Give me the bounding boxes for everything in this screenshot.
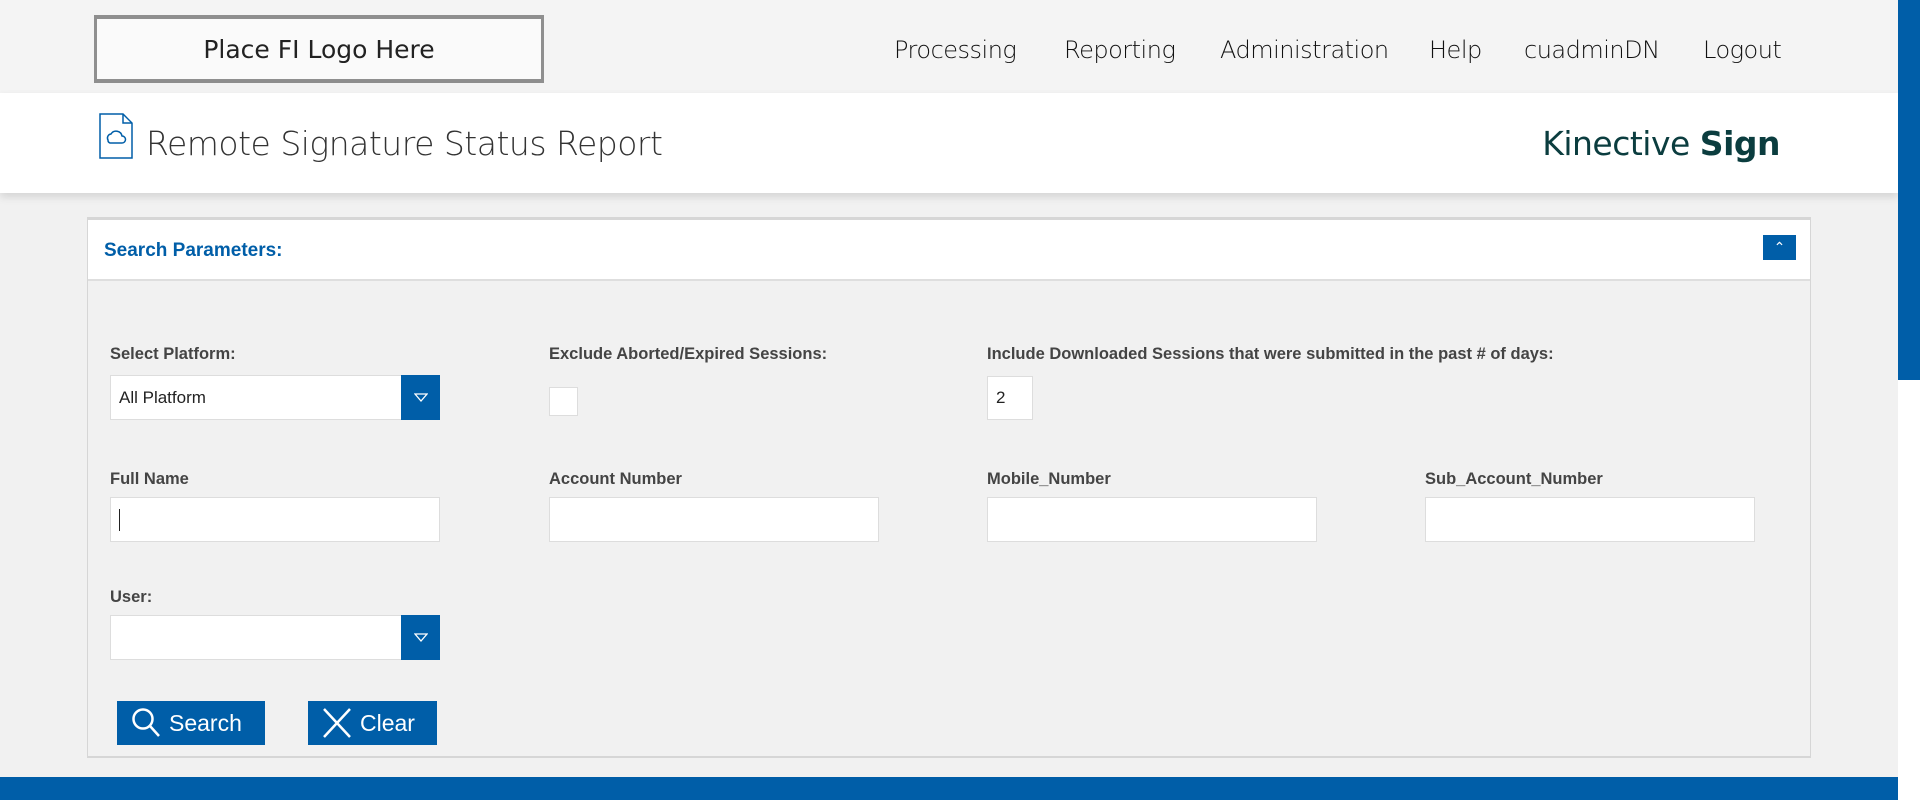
days-input[interactable]: 2	[987, 376, 1033, 420]
platform-label: Select Platform:	[110, 345, 236, 363]
nav-administration[interactable]: Administration	[1220, 36, 1389, 64]
chevron-up-icon: ⌃	[1773, 239, 1786, 255]
collapse-button[interactable]: ⌃	[1763, 235, 1796, 260]
account-number-input[interactable]	[549, 497, 879, 542]
page-header: Remote Signature Status Report Kinective…	[0, 93, 1898, 193]
platform-value: All Platform	[119, 387, 206, 407]
nav-user[interactable]: cuadminDN	[1524, 36, 1660, 64]
exclude-label: Exclude Aborted/Expired Sessions:	[549, 345, 828, 363]
nav-processing[interactable]: Processing	[894, 36, 1017, 64]
search-parameters-panel: Search Parameters: ⌃ Select Platform: Al…	[87, 217, 1811, 758]
sub-account-input[interactable]	[1425, 497, 1755, 542]
panel-title: Search Parameters:	[104, 240, 283, 261]
platform-dropdown-button[interactable]	[401, 375, 440, 420]
nav-logout[interactable]: Logout	[1703, 36, 1782, 64]
logo-text: Place FI Logo Here	[203, 34, 435, 64]
user-select[interactable]	[110, 615, 440, 660]
search-button[interactable]: Search	[117, 701, 265, 745]
panel-header: Search Parameters: ⌃	[88, 220, 1810, 281]
brand-bold: Sign	[1699, 124, 1781, 163]
search-button-label: Search	[169, 709, 242, 736]
page-title: Remote Signature Status Report	[146, 124, 663, 163]
main-nav: Processing Reporting Administration Help…	[0, 36, 1898, 66]
chevron-down-icon	[413, 633, 428, 642]
sub-account-label: Sub_Account_Number	[1425, 470, 1603, 488]
mobile-number-input[interactable]	[987, 497, 1317, 542]
user-dropdown-button[interactable]	[401, 615, 440, 660]
scrollbar-thumb[interactable]	[1898, 0, 1920, 380]
platform-select[interactable]: All Platform	[110, 375, 440, 420]
scrollbar-track[interactable]	[1898, 380, 1920, 800]
exclude-checkbox[interactable]	[549, 387, 578, 416]
close-icon	[323, 708, 351, 738]
clear-button-label: Clear	[360, 709, 415, 736]
logo-placeholder: Place FI Logo Here	[94, 15, 544, 83]
text-cursor	[119, 508, 120, 531]
nav-help[interactable]: Help	[1429, 36, 1482, 64]
brand-logo: Kinective Sign	[1542, 124, 1780, 163]
full-name-input[interactable]	[110, 497, 440, 542]
top-bar: Place FI Logo Here Processing Reporting …	[0, 0, 1898, 93]
clear-button[interactable]: Clear	[308, 701, 437, 745]
mobile-number-label: Mobile_Number	[987, 470, 1111, 488]
account-number-label: Account Number	[549, 470, 682, 488]
footer-bar	[0, 777, 1898, 800]
user-label: User:	[110, 588, 153, 606]
days-label: Include Downloaded Sessions that were su…	[987, 345, 1554, 363]
cloud-document-icon	[99, 113, 133, 159]
days-value: 2	[996, 388, 1006, 407]
nav-reporting[interactable]: Reporting	[1064, 36, 1176, 64]
search-icon	[132, 708, 160, 737]
brand-light: Kinective	[1542, 124, 1700, 163]
full-name-label: Full Name	[110, 470, 189, 488]
chevron-down-icon	[413, 393, 428, 402]
